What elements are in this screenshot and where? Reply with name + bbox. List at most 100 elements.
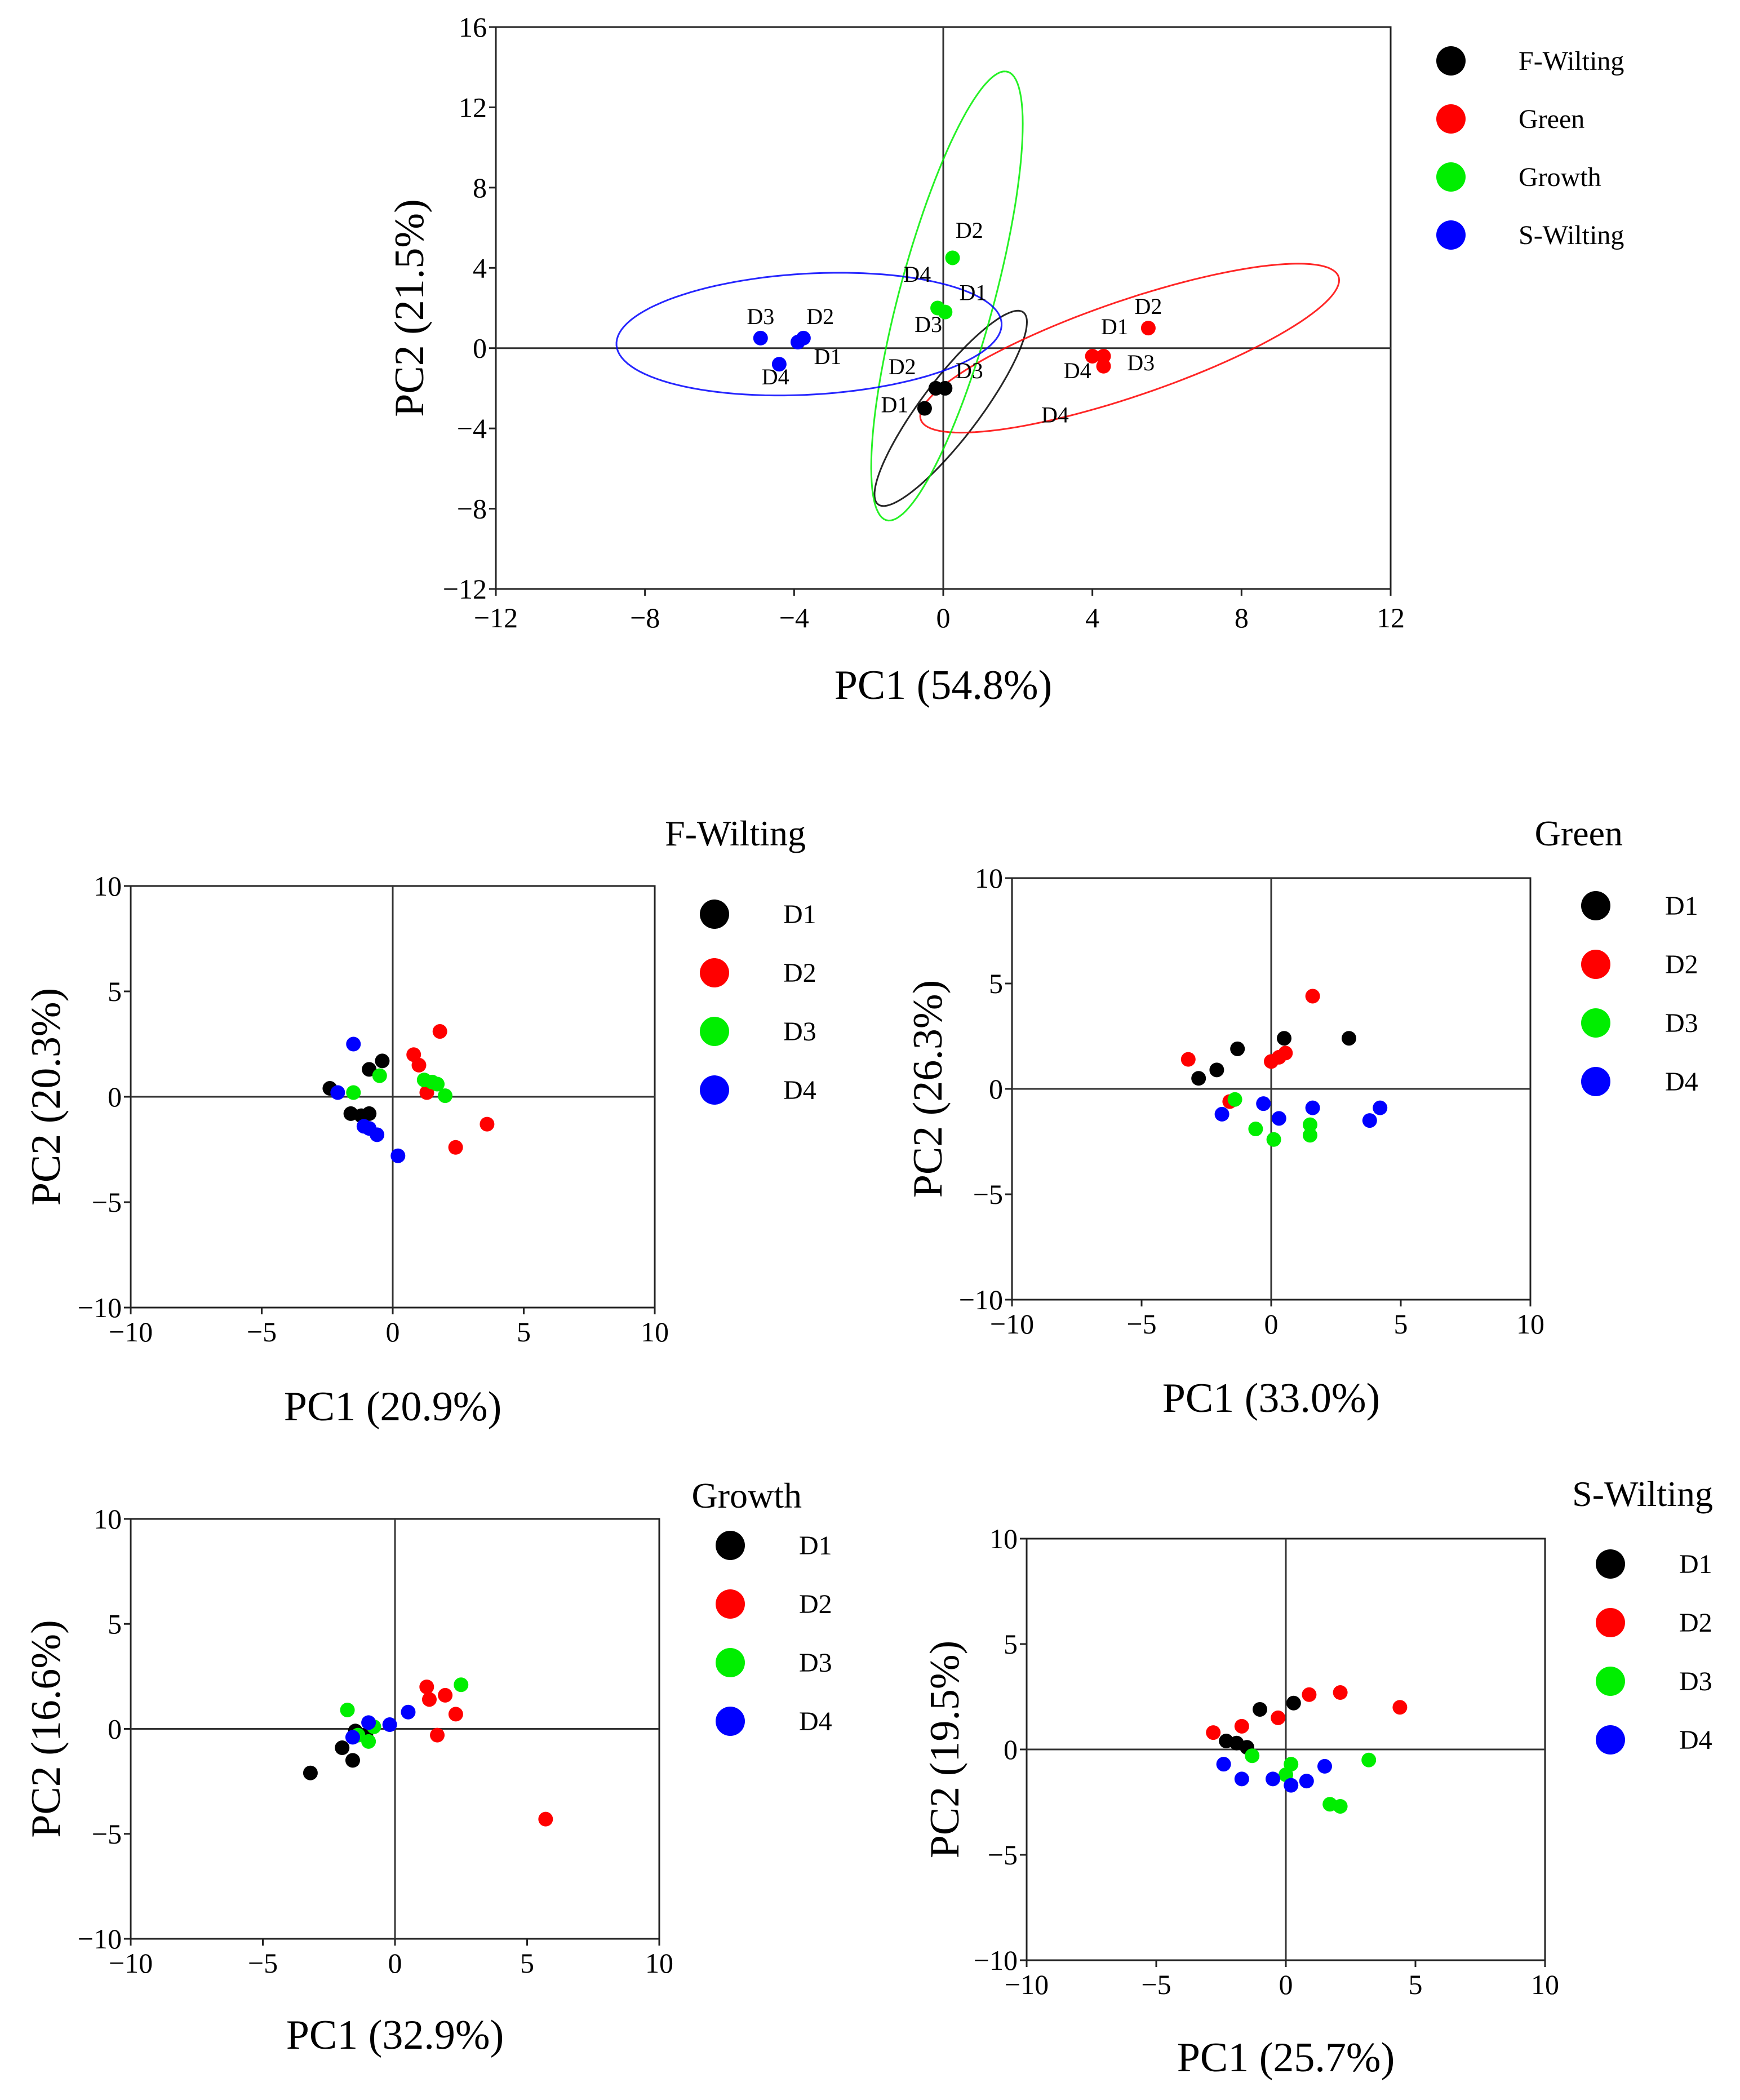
data-point-d3 — [1245, 1748, 1260, 1764]
legend-marker-d4 — [700, 1075, 729, 1105]
legend-marker-d4 — [1581, 1067, 1610, 1096]
y-tick-label: 8 — [473, 172, 487, 203]
green-pca-plot: −10 −5 0 5 10 −10 −5 0 5 10 PC1 (33.0%) PC2 (26.3%)… — [905, 813, 1698, 1421]
data-point-d4 — [1317, 1758, 1332, 1774]
x-tick-label: 10 — [641, 1316, 669, 1348]
point-label: D4 — [1064, 358, 1091, 383]
x-axis-label: PC1 (33.0%) — [1162, 1375, 1380, 1421]
x-tick-label: 0 — [936, 602, 951, 633]
data-point-d4 — [1284, 1778, 1299, 1793]
data-point-d2 — [432, 1024, 447, 1039]
data-point-d4 — [1299, 1774, 1314, 1789]
x-tick-label: −4 — [779, 602, 809, 633]
point-label: D2 — [806, 304, 834, 329]
legend-label: D4 — [1679, 1725, 1712, 1755]
x-tick-label: −10 — [109, 1316, 153, 1348]
data-point-green — [1096, 348, 1111, 364]
f-wilting-pca-plot: −10 −5 0 5 10 −10 −5 0 5 10 PC1 (20.9%) PC2 (20.3%)… — [23, 813, 816, 1430]
x-tick-label: 0 — [386, 1316, 400, 1348]
point-label: D4 — [762, 364, 789, 389]
main-pca-plot: −12 −8 −4 0 4 8 12 −12 −8 −4 0 4 8 12 16 PC1 (54.8%) PC2… — [387, 11, 1624, 708]
y-axis-label: PC2 (16.6%) — [23, 1620, 69, 1837]
legend-marker-d3 — [700, 1017, 729, 1046]
data-point-d3 — [346, 1085, 361, 1100]
data-point-d2 — [1234, 1718, 1249, 1734]
point-label: D2 — [956, 218, 983, 243]
data-point-growth — [938, 304, 953, 320]
point-label: D1 — [959, 280, 987, 305]
x-tick-label: 5 — [1394, 1308, 1408, 1340]
data-point-d2 — [411, 1057, 427, 1073]
y-tick-label: 10 — [94, 1503, 122, 1535]
data-point-d2 — [448, 1707, 463, 1722]
legend-marker-green — [1436, 104, 1466, 134]
data-point-d1 — [1230, 1041, 1245, 1056]
data-point-s-wilting — [771, 357, 787, 372]
growth-pca-plot: −10 −5 0 5 10 −10 −5 0 5 10 PC1 (32.9%) PC2 (16.6%)… — [23, 1476, 832, 2058]
x-tick-label: 0 — [1279, 1969, 1293, 2000]
y-tick-label: 0 — [989, 1073, 1003, 1105]
data-point-d3 — [340, 1702, 355, 1717]
data-point-d2 — [1305, 989, 1320, 1004]
x-tick-label: 0 — [1264, 1308, 1279, 1340]
confidence-ellipse-s-wilting — [615, 272, 1002, 397]
data-point-f-wilting — [938, 380, 953, 396]
y-tick-label: −10 — [959, 1284, 1003, 1315]
y-tick-label: 0 — [1004, 1734, 1018, 1765]
legend-marker-d4 — [716, 1707, 745, 1736]
x-tick-label: 10 — [1531, 1969, 1559, 2000]
confidence-ellipse-f-wilting — [873, 309, 1028, 507]
point-label: D3 — [956, 358, 983, 383]
legend-marker-d3 — [1581, 1008, 1610, 1038]
legend-marker-f-wilting — [1436, 46, 1466, 76]
point-label: D4 — [903, 262, 931, 287]
y-axis-label: PC2 (26.3%) — [905, 980, 951, 1198]
y-tick-label: −5 — [973, 1179, 1003, 1210]
data-point-d3 — [372, 1068, 387, 1083]
panel-title: Growth — [691, 1476, 802, 1516]
data-point-d1 — [1253, 1702, 1267, 1717]
data-point-d2 — [419, 1680, 434, 1694]
confidence-ellipse-green — [919, 263, 1340, 434]
point-label: D2 — [889, 354, 916, 379]
data-point-d3 — [1266, 1132, 1281, 1147]
data-point-d4 — [1234, 1771, 1249, 1787]
data-point-d4 — [346, 1036, 361, 1052]
y-tick-label: 16 — [459, 11, 487, 43]
y-axis-label: PC2 (20.3%) — [23, 988, 69, 1206]
point-label: D1 — [881, 392, 909, 418]
data-point-d1 — [1209, 1062, 1224, 1078]
legend-label: D2 — [783, 958, 816, 988]
point-label: D1 — [814, 344, 841, 369]
legend-label: Green — [1519, 104, 1584, 134]
legend-label: D3 — [783, 1017, 816, 1047]
legend-marker-growth — [1436, 162, 1466, 192]
y-axis-label: PC2 (21.5%) — [387, 199, 433, 417]
legend-marker-d1 — [700, 900, 729, 929]
point-label: D1 — [1101, 314, 1129, 339]
y-tick-label: 12 — [459, 91, 487, 123]
data-point-d2 — [1278, 1045, 1293, 1061]
data-point-d1 — [345, 1753, 360, 1768]
x-tick-label: −5 — [248, 1947, 278, 1979]
legend-label: D4 — [783, 1075, 816, 1105]
y-tick-label: 10 — [975, 862, 1003, 894]
data-point-d1 — [362, 1106, 377, 1121]
x-tick-label: 10 — [1516, 1308, 1544, 1340]
data-point-d3 — [1333, 1798, 1348, 1814]
y-tick-label: −4 — [457, 413, 487, 444]
x-tick-label: −10 — [109, 1947, 153, 1979]
y-tick-label: 5 — [108, 1608, 122, 1640]
x-axis-label: PC1 (20.9%) — [284, 1384, 501, 1430]
legend-label: D1 — [1665, 891, 1698, 921]
data-point-d2 — [1180, 1052, 1196, 1067]
y-tick-label: −8 — [457, 493, 487, 525]
legend-marker-d2 — [716, 1589, 745, 1619]
y-tick-label: 10 — [989, 1523, 1018, 1554]
legend-label: D1 — [783, 900, 816, 929]
data-point-d3 — [1248, 1122, 1263, 1137]
data-point-d2 — [538, 1811, 553, 1827]
x-tick-label: 4 — [1085, 602, 1099, 633]
data-point-d1 — [1277, 1031, 1291, 1046]
data-point-d3 — [1361, 1752, 1377, 1767]
